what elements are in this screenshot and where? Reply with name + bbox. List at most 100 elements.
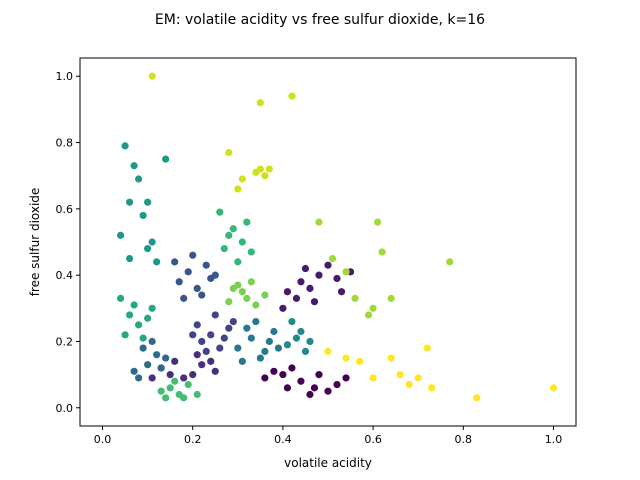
scatter-point — [315, 271, 323, 279]
scatter-point — [288, 92, 296, 100]
scatter-point — [126, 311, 134, 319]
scatter-point — [180, 394, 188, 402]
scatter-point — [171, 377, 179, 385]
scatter-point — [144, 245, 152, 253]
scatter-point — [315, 371, 323, 379]
scatter-point — [414, 374, 422, 382]
scatter-point — [310, 384, 319, 392]
y-tick-label: 0.8 — [56, 137, 74, 150]
scatter-point — [252, 317, 260, 326]
scatter-point — [297, 327, 305, 336]
scatter-point — [135, 374, 143, 382]
scatter-point — [428, 384, 436, 392]
scatter-point — [157, 387, 165, 395]
y-tick-label: 1.0 — [56, 70, 74, 83]
scatter-point — [198, 337, 206, 346]
scatter-point — [306, 284, 314, 293]
scatter-point — [261, 172, 269, 180]
scatter-point — [256, 99, 264, 107]
scatter-point — [396, 371, 404, 379]
scatter-point — [446, 258, 454, 266]
scatter-point — [180, 294, 188, 302]
scatter-point — [306, 337, 314, 346]
scatter-point — [243, 324, 251, 332]
scatter-point — [193, 284, 201, 293]
scatter-point — [288, 317, 296, 326]
scatter-point — [342, 268, 350, 276]
scatter-point — [369, 374, 377, 382]
scatter-point — [189, 331, 197, 339]
scatter-point — [301, 347, 310, 356]
scatter-point — [265, 337, 273, 346]
chart-title: EM: volatile acidity vs free sulfur diox… — [155, 12, 485, 28]
scatter-point — [126, 198, 134, 206]
scatter-point — [148, 304, 156, 312]
scatter-point — [202, 347, 210, 356]
scatter-point — [148, 374, 156, 382]
scatter-point — [247, 278, 255, 286]
scatter-point — [148, 72, 156, 80]
scatter-point — [171, 357, 179, 365]
scatter-point — [292, 334, 301, 342]
scatter-point — [225, 298, 233, 306]
scatter-point — [220, 334, 228, 342]
scatter-point — [193, 321, 201, 329]
scatter-point — [378, 248, 386, 256]
scatter-point — [211, 311, 219, 319]
scatter-point — [247, 248, 255, 256]
scatter-point — [473, 394, 481, 402]
scatter-point — [166, 371, 174, 379]
scatter-point — [157, 364, 165, 372]
x-tick-label: 0.6 — [364, 433, 382, 446]
scatter-point — [139, 211, 147, 220]
scatter-point — [355, 357, 364, 365]
scatter-point — [238, 238, 246, 246]
scatter-point — [252, 168, 260, 176]
scatter-point — [279, 371, 287, 379]
scatter-point — [549, 384, 558, 392]
scatter-point — [315, 218, 323, 226]
scatter-point — [283, 384, 292, 392]
x-tick-label: 0.4 — [274, 433, 292, 446]
scatter-point — [162, 394, 170, 402]
scatter-point — [364, 311, 373, 319]
scatter-point — [333, 380, 341, 389]
y-tick-label: 0.2 — [56, 335, 74, 348]
scatter-point — [162, 354, 170, 362]
scatter-point — [198, 361, 206, 369]
scatter-point — [175, 278, 183, 286]
x-tick-label: 1.0 — [545, 433, 563, 446]
scatter-point — [234, 344, 242, 352]
scatter-point — [189, 371, 197, 379]
scatter-point — [135, 175, 143, 183]
scatter-point — [374, 218, 382, 226]
scatter-point — [238, 175, 246, 183]
scatter-point — [211, 271, 219, 279]
scatter-point — [229, 225, 237, 233]
scatter-point — [306, 390, 314, 399]
scatter-point — [387, 354, 395, 362]
scatter-point — [256, 354, 264, 362]
scatter-point — [292, 294, 301, 302]
scatter-point — [310, 298, 319, 306]
scatter-point — [148, 337, 156, 346]
scatter-point — [148, 238, 156, 246]
scatter-point — [324, 347, 332, 356]
scatter-point — [211, 367, 219, 375]
scatter-point — [216, 208, 224, 216]
scatter-point — [184, 380, 192, 389]
scatter-point — [198, 291, 206, 299]
scatter-point — [202, 261, 210, 269]
scatter-point — [342, 374, 350, 382]
scatter-point — [234, 258, 242, 266]
scatter-point — [139, 344, 147, 352]
scatter-point — [252, 301, 260, 309]
scatter-point — [121, 142, 129, 150]
scatter-point — [130, 301, 138, 309]
scatter-point — [270, 367, 278, 375]
x-tick-label: 0.2 — [184, 433, 202, 446]
scatter-point — [126, 254, 134, 263]
scatter-point — [225, 324, 233, 332]
scatter-point — [153, 351, 161, 359]
scatter-point — [116, 294, 125, 302]
